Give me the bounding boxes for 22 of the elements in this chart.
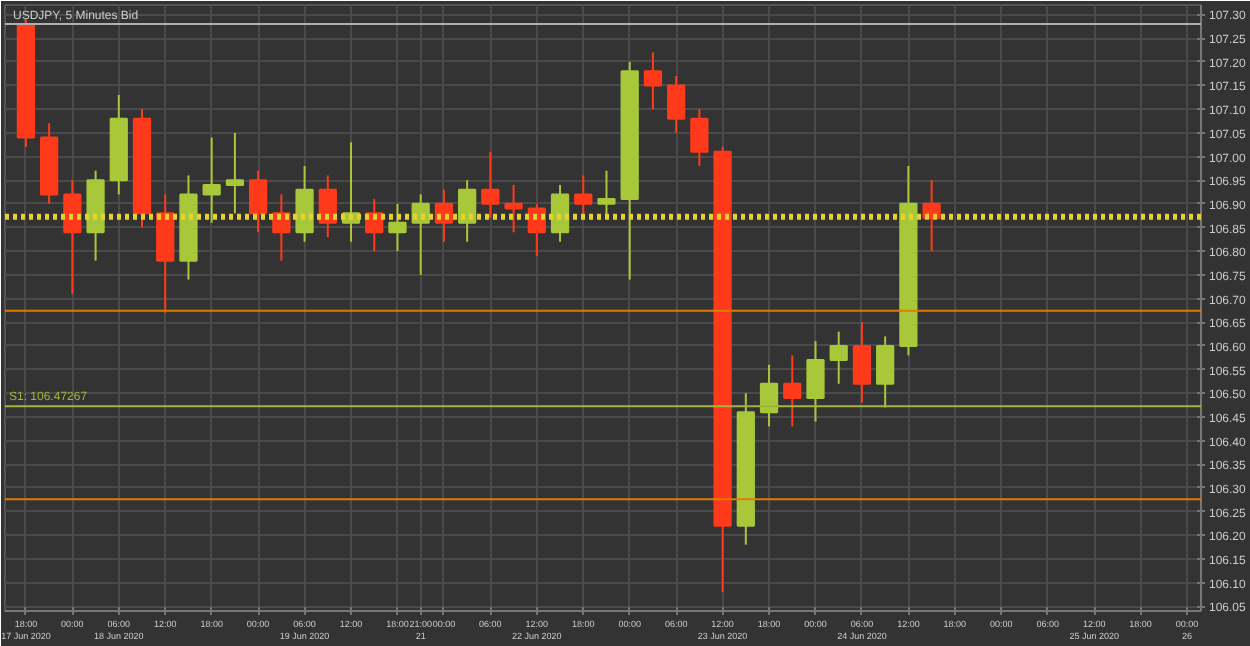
candlestick <box>597 169 616 220</box>
candlestick <box>249 169 268 234</box>
candlestick <box>481 150 500 220</box>
candlestick <box>667 75 686 134</box>
candlestick <box>202 136 221 224</box>
candlestick <box>225 131 245 215</box>
candlestick <box>156 193 175 314</box>
candlestick <box>759 363 779 428</box>
candlestick <box>643 51 663 111</box>
candlestick <box>504 183 523 234</box>
candlestick <box>690 108 709 167</box>
candlestick <box>388 202 407 253</box>
candlestick <box>550 183 570 243</box>
candlestick <box>806 340 825 423</box>
candlestick <box>876 335 895 409</box>
candlestick <box>829 330 848 385</box>
candlestick <box>458 179 477 243</box>
candlestick <box>783 354 802 428</box>
candlestick <box>63 179 82 295</box>
candlestick <box>295 164 314 243</box>
candlestick <box>852 321 872 404</box>
candlestick <box>574 174 593 220</box>
